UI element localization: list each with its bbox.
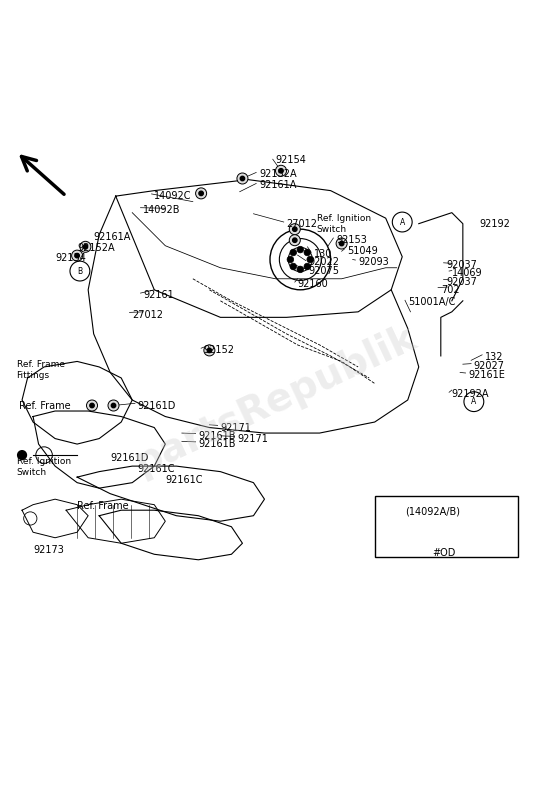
Text: 92152A: 92152A — [77, 243, 115, 254]
Circle shape — [293, 227, 297, 231]
Text: Ref. Frame: Ref. Frame — [19, 401, 71, 410]
Circle shape — [276, 166, 287, 176]
Text: (14092A/B): (14092A/B) — [405, 506, 460, 516]
Text: 92161C: 92161C — [138, 464, 175, 474]
Text: 92161C: 92161C — [165, 475, 203, 485]
Text: B: B — [77, 266, 83, 275]
Text: 92192A: 92192A — [452, 390, 489, 399]
Circle shape — [240, 176, 245, 181]
Circle shape — [72, 250, 83, 261]
Text: 92037: 92037 — [446, 277, 477, 286]
Text: 92171: 92171 — [237, 434, 268, 443]
Text: 702: 702 — [441, 285, 460, 295]
Text: 14069: 14069 — [452, 268, 483, 278]
Circle shape — [289, 234, 300, 246]
Text: Ref. Ignition
Switch: Ref. Ignition Switch — [317, 214, 371, 234]
Text: 92171: 92171 — [220, 422, 251, 433]
Text: A: A — [471, 397, 477, 406]
Circle shape — [290, 249, 296, 256]
Text: 92154: 92154 — [276, 155, 306, 166]
Circle shape — [339, 242, 344, 246]
Text: 92161A: 92161A — [259, 180, 296, 190]
Text: 92161: 92161 — [143, 290, 174, 300]
Text: 92152: 92152 — [204, 346, 235, 355]
Text: A: A — [399, 218, 405, 226]
Text: 92152A: 92152A — [259, 169, 296, 179]
Circle shape — [293, 238, 297, 242]
Circle shape — [111, 403, 116, 408]
Text: 27012: 27012 — [132, 310, 163, 319]
Text: 92093: 92093 — [358, 258, 389, 267]
Text: 92161A: 92161A — [94, 233, 131, 242]
Text: 51001A/C: 51001A/C — [408, 298, 455, 307]
Circle shape — [199, 191, 203, 195]
Text: 14092C: 14092C — [154, 191, 192, 201]
Circle shape — [287, 256, 294, 263]
Circle shape — [289, 224, 300, 234]
Text: 92161B: 92161B — [198, 439, 236, 449]
Circle shape — [304, 249, 311, 256]
Text: 92173: 92173 — [33, 545, 64, 555]
Circle shape — [108, 400, 119, 411]
Text: 14092B: 14092B — [143, 205, 181, 215]
Text: 92027: 92027 — [474, 361, 505, 371]
Text: 92161E: 92161E — [468, 370, 505, 380]
Text: 92022: 92022 — [309, 258, 339, 267]
Text: 92154: 92154 — [55, 253, 86, 263]
Circle shape — [90, 403, 94, 408]
Circle shape — [196, 188, 207, 199]
Circle shape — [18, 450, 26, 459]
Text: 92037: 92037 — [446, 260, 477, 270]
Text: 92160: 92160 — [298, 279, 328, 290]
Circle shape — [204, 345, 215, 356]
FancyBboxPatch shape — [375, 497, 518, 557]
Text: 92161B: 92161B — [198, 431, 236, 441]
Circle shape — [237, 173, 248, 184]
Text: 132: 132 — [485, 352, 504, 362]
Text: 27012: 27012 — [287, 218, 317, 229]
Text: 92075: 92075 — [309, 266, 339, 275]
Circle shape — [297, 266, 304, 273]
Circle shape — [207, 348, 212, 353]
Text: 130: 130 — [314, 249, 332, 259]
Text: partsRepublik: partsRepublik — [128, 318, 423, 482]
Circle shape — [87, 400, 98, 411]
Text: #OD: #OD — [433, 548, 456, 558]
Circle shape — [304, 263, 311, 270]
Text: Ref. Frame: Ref. Frame — [77, 501, 129, 510]
Circle shape — [290, 263, 296, 270]
Circle shape — [307, 256, 314, 263]
Circle shape — [75, 254, 79, 258]
Text: 51049: 51049 — [347, 246, 378, 256]
Circle shape — [279, 169, 283, 173]
Text: 92161D: 92161D — [110, 453, 149, 463]
Circle shape — [80, 242, 91, 252]
Text: 92153: 92153 — [336, 235, 367, 246]
Text: Ref. Frame
Fittings: Ref. Frame Fittings — [17, 360, 64, 380]
Circle shape — [297, 246, 304, 253]
Text: 92192: 92192 — [479, 218, 510, 229]
Text: 92161D: 92161D — [138, 401, 176, 410]
Circle shape — [336, 238, 347, 249]
Circle shape — [83, 245, 88, 249]
Text: Ref. Ignition
Switch: Ref. Ignition Switch — [17, 457, 71, 478]
